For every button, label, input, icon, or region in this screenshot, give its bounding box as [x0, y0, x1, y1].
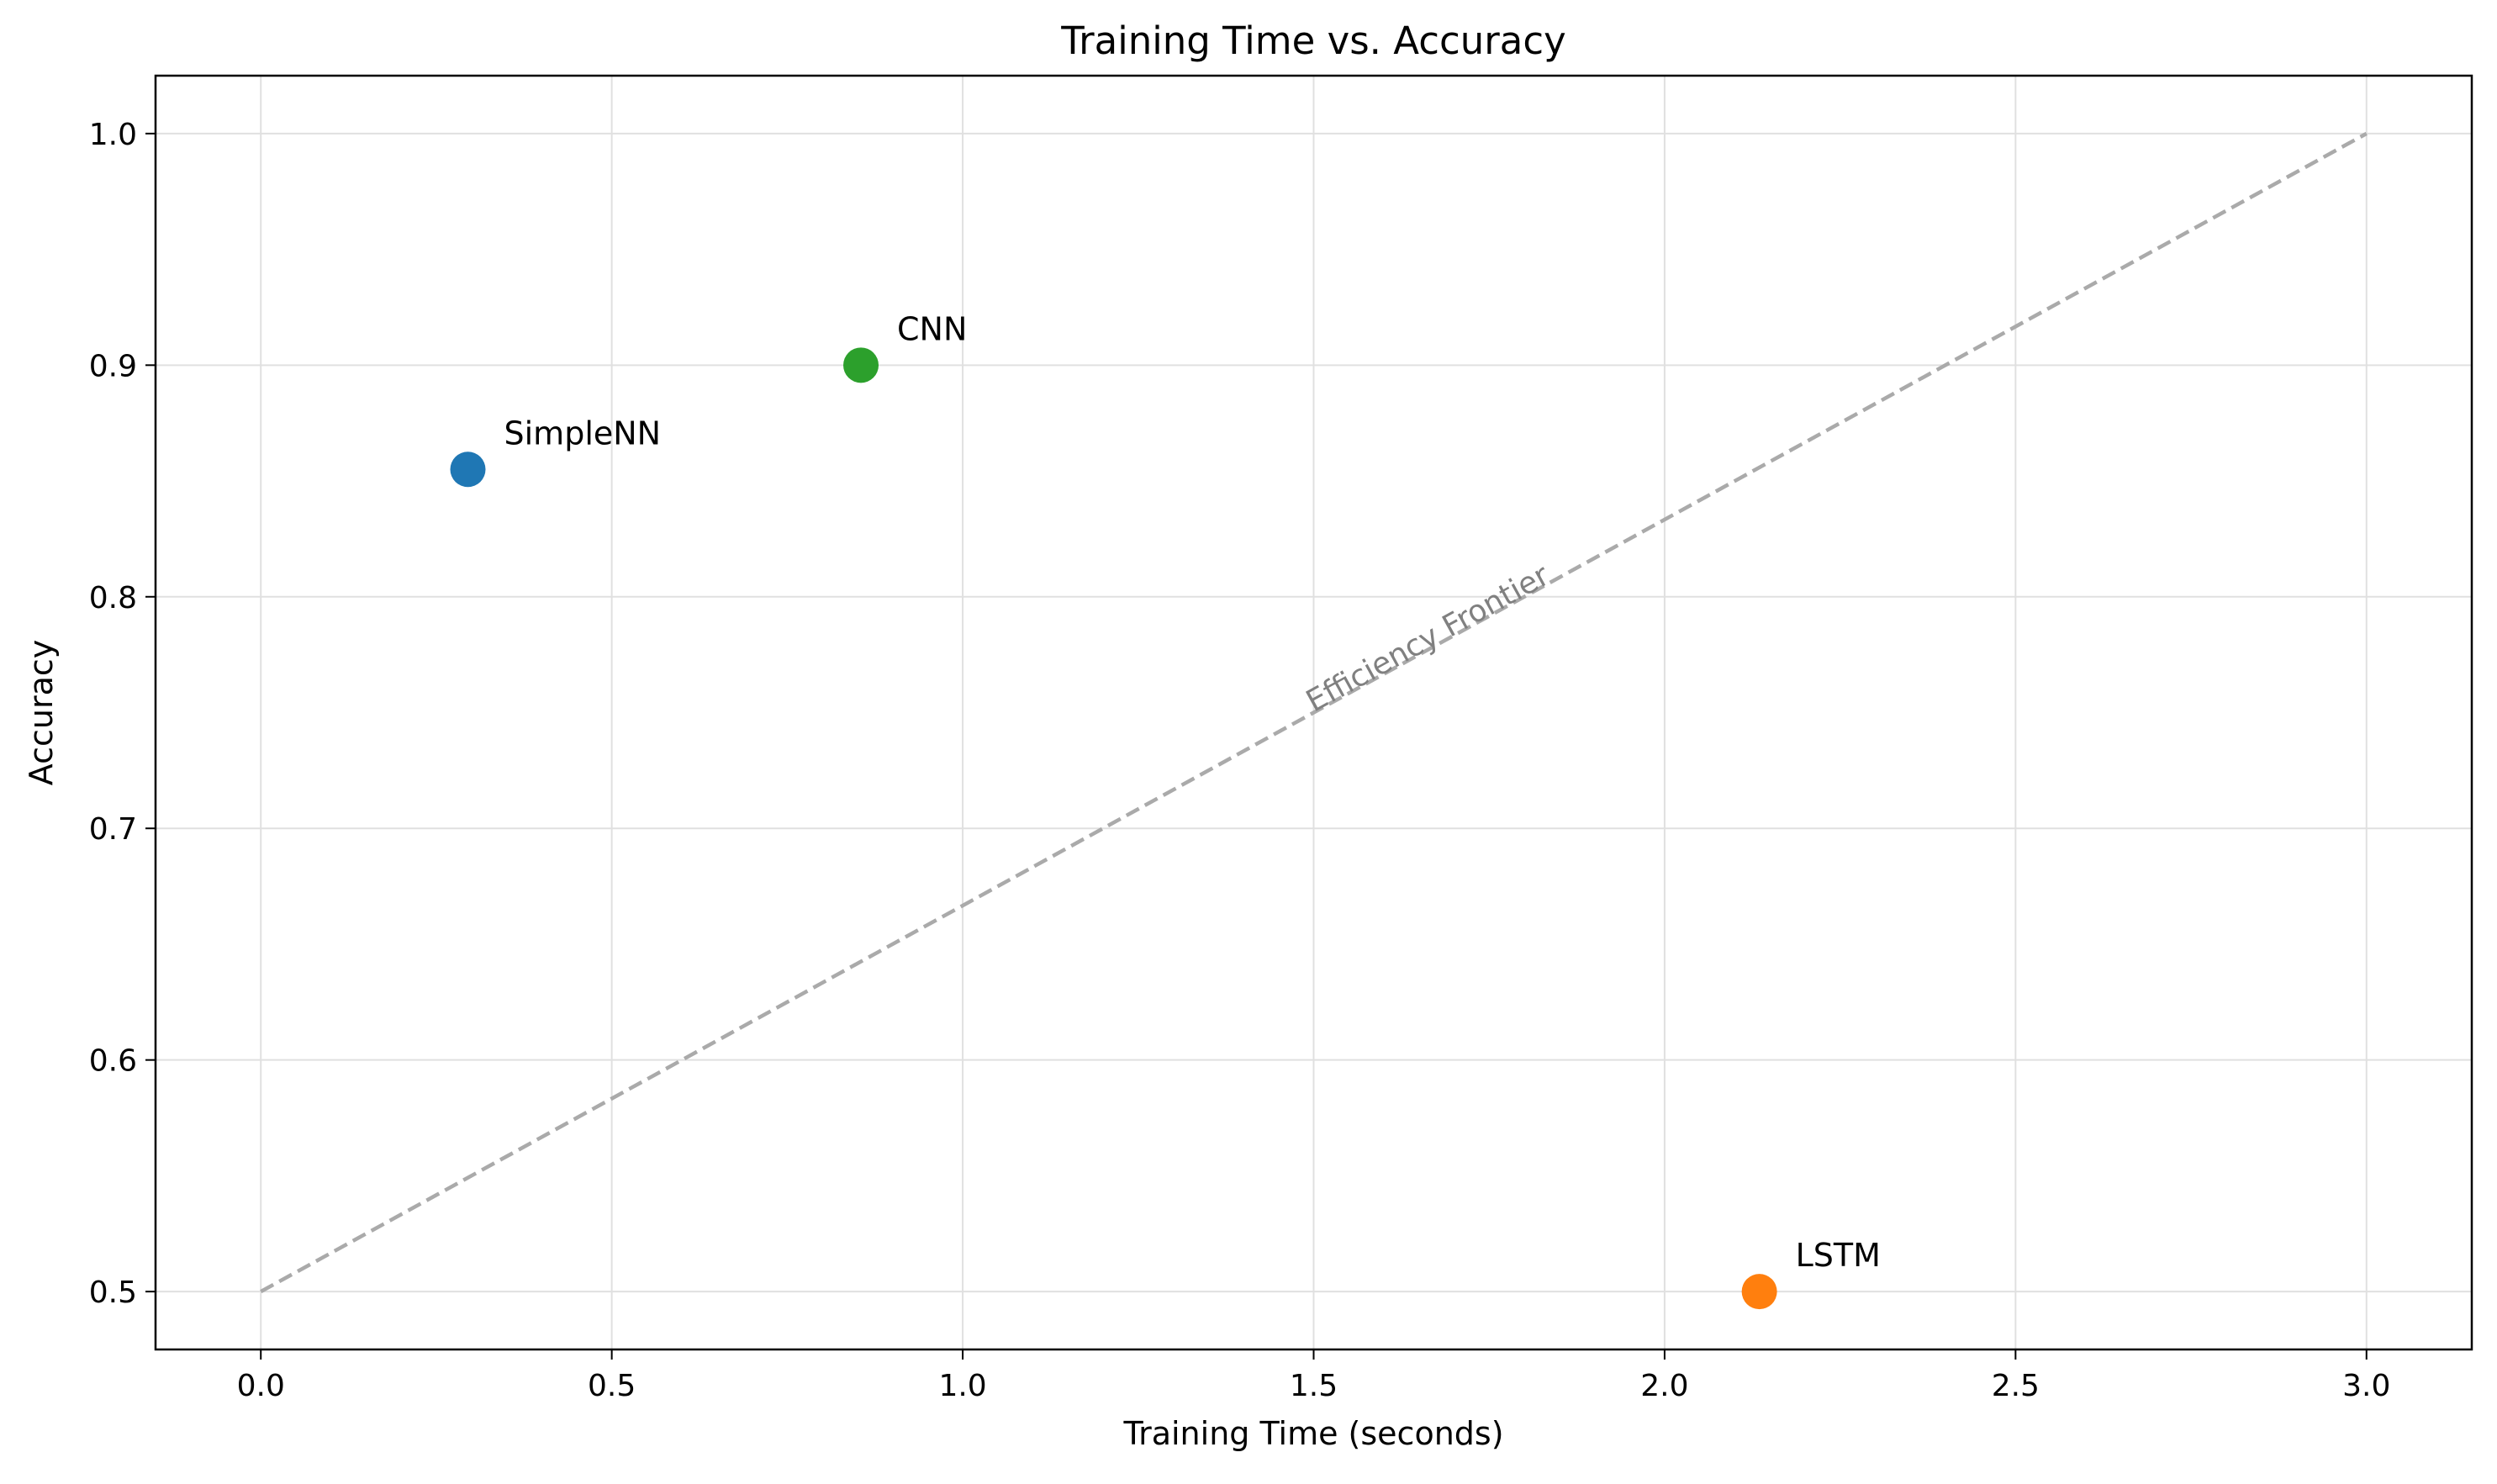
scatter-point-cnn — [843, 347, 879, 383]
y-tick-label: 0.7 — [89, 812, 137, 847]
chart-title: Training Time vs. Accuracy — [1060, 18, 1565, 63]
efficiency-frontier-line — [260, 131, 2368, 1294]
point-label-cnn: CNN — [897, 310, 967, 347]
x-tick-label: 0.5 — [588, 1369, 636, 1403]
x-tick-label: 1.5 — [1290, 1369, 1338, 1403]
point-label-simplenn: SimpleNN — [504, 415, 662, 452]
y-tick-label: 0.5 — [89, 1275, 137, 1310]
y-tick-label: 0.6 — [89, 1044, 137, 1079]
y-axis-label: Accuracy — [23, 640, 60, 786]
axis-ticks: 0.0 0.5 1.0 1.5 2.0 2.5 3.0 0.5 0.6 0.7 0.8 0.9 1.0 — [89, 118, 2391, 1403]
x-tick-label: 2.5 — [1992, 1369, 2040, 1403]
y-tick-label: 1.0 — [89, 118, 137, 152]
scatter-point-simplenn — [450, 452, 486, 488]
data-points: SimpleNN CNN LSTM — [450, 310, 1881, 1310]
x-tick-label: 1.0 — [938, 1369, 986, 1403]
x-axis-label: Training Time (seconds) — [1122, 1415, 1503, 1452]
y-tick-label: 0.8 — [89, 581, 137, 615]
y-tick-label: 0.9 — [89, 349, 137, 383]
scatter-point-lstm — [1741, 1274, 1777, 1310]
grid — [156, 76, 2472, 1349]
x-tick-label: 0.0 — [237, 1369, 285, 1403]
x-tick-label: 3.0 — [2342, 1369, 2390, 1403]
x-tick-label: 2.0 — [1640, 1369, 1688, 1403]
point-label-lstm: LSTM — [1796, 1237, 1881, 1274]
